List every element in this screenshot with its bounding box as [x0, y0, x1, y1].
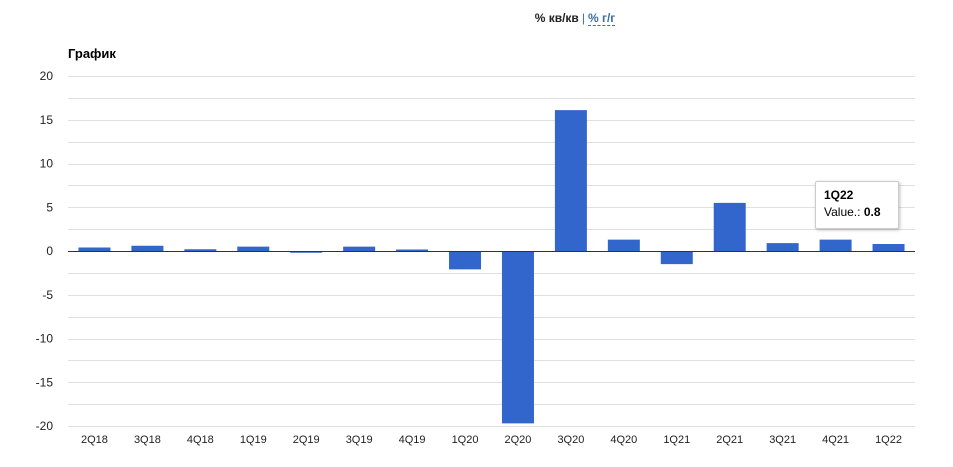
view-toggle: % кв/кв |% г/г: [0, 11, 953, 26]
x-tick-label: 2Q19: [293, 434, 320, 446]
toggle-separator: |: [581, 11, 585, 25]
y-tick-label: -15: [36, 375, 54, 389]
bar: [872, 244, 905, 251]
x-tick-label: 3Q18: [134, 434, 161, 446]
x-tick-label: 2Q20: [505, 434, 532, 446]
x-tick-label: 1Q21: [663, 434, 690, 446]
bar: [78, 247, 111, 251]
x-tick-label: 4Q18: [187, 434, 214, 446]
bar: [184, 249, 217, 251]
y-tick-label: 10: [40, 157, 54, 171]
bar: [237, 246, 270, 251]
x-tick-label: 4Q20: [610, 434, 637, 446]
x-tick-label: 1Q20: [452, 434, 479, 446]
y-tick-label: 15: [40, 113, 54, 127]
x-tick-label: 3Q19: [346, 434, 373, 446]
y-tick-label: -10: [36, 332, 54, 346]
bar: [713, 202, 746, 251]
bar: [660, 251, 693, 265]
y-tick-label: 5: [46, 200, 53, 214]
bar: [554, 110, 587, 251]
bar: [131, 245, 164, 251]
x-tick-label: 4Q21: [822, 434, 849, 446]
x-tick-label: 1Q22: [875, 434, 902, 446]
bar: [449, 251, 482, 270]
y-tick-label: -20: [36, 419, 54, 433]
x-tick-label: 3Q20: [557, 434, 584, 446]
tooltip-value: 0.8: [863, 205, 881, 219]
tooltip-label: Value.:: [824, 205, 861, 219]
bar: [607, 239, 640, 251]
chart-tooltip: 1Q22 Value.: 0.8: [815, 181, 899, 229]
bar: [819, 239, 852, 251]
bar: [343, 246, 376, 251]
y-tick-label: 0: [46, 244, 53, 258]
bar: [501, 251, 534, 424]
toggle-qoq-active: % кв/кв: [534, 11, 579, 25]
tooltip-value-row: Value.: 0.8: [824, 205, 890, 219]
bar: [766, 243, 799, 251]
y-tick-label: -5: [42, 288, 53, 302]
tooltip-category: 1Q22: [824, 188, 854, 202]
x-tick-label: 2Q21: [716, 434, 743, 446]
x-tick-label: 3Q21: [769, 434, 796, 446]
chart-title: График: [68, 46, 116, 61]
y-tick-label: 20: [40, 69, 54, 83]
x-tick-label: 1Q19: [240, 434, 267, 446]
x-tick-label: 2Q18: [81, 434, 108, 446]
x-tick-label: 4Q19: [399, 434, 426, 446]
bar: [396, 249, 429, 251]
toggle-yoy-link[interactable]: % г/г: [587, 11, 616, 26]
